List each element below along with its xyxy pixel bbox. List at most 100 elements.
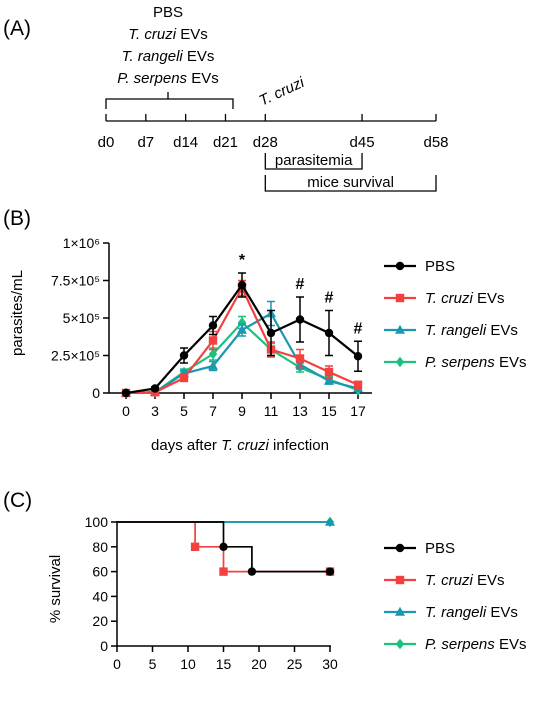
c-legend-p-serpens-evs-label: P. serpens EVs xyxy=(425,636,526,653)
b-series-pbs-point xyxy=(266,328,276,338)
c-legend-t-cruzi-evs-label-italic: T. cruzi xyxy=(425,572,473,589)
c-legend-t-cruzi-evs-label-rest: EVs xyxy=(473,572,505,589)
c-y-tick-label: 20 xyxy=(92,613,108,629)
b-x-tick-label: 11 xyxy=(264,403,279,419)
timeline-day-d58: d58 xyxy=(423,134,448,151)
c-series-pbs-event-marker xyxy=(325,567,335,576)
treatment-bracket xyxy=(105,98,234,109)
b-series-pbs-point xyxy=(237,280,247,290)
b-series-t-rangeli-evs-point xyxy=(208,360,218,370)
b-legend-t-cruzi-evs-label-rest: EVs xyxy=(473,290,505,307)
b-x-tick-label: 0 xyxy=(122,403,130,419)
treatment-label-p-serpens-italic: P. serpens xyxy=(117,70,187,87)
c-y-tick-label: 60 xyxy=(92,564,108,580)
b-legend-pbs-label: PBS xyxy=(425,258,455,275)
b-series-pbs-point xyxy=(324,328,334,338)
timeline-day-d0: d0 xyxy=(98,134,115,151)
b-x-axis-title-prefix: days after xyxy=(151,437,221,454)
c-x-tick-label: 20 xyxy=(251,656,267,672)
c-series-pbs-event-marker xyxy=(247,567,257,576)
timeline-day-d28: d28 xyxy=(253,134,278,151)
c-series-t-cruzi-evs-event-marker xyxy=(190,542,200,551)
b-legend-t-rangeli-evs-marker xyxy=(395,324,405,334)
b-legend-t-rangeli-evs-label-rest: EVs xyxy=(486,322,518,339)
b-series-t-rangeli-evs-point xyxy=(237,324,247,334)
period-label-parasitemia: parasitemia xyxy=(275,152,353,169)
timeline-day-d21: d21 xyxy=(213,134,238,151)
c-x-tick-label: 10 xyxy=(180,656,196,672)
c-legend-p-serpens-evs-label-italic: P. serpens xyxy=(425,636,495,653)
b-y-tick-label: 1×10⁶ xyxy=(63,235,100,251)
c-series-pbs-step-line xyxy=(117,521,330,573)
b-series-pbs-point xyxy=(121,388,131,398)
b-significance-marker: # xyxy=(296,276,305,293)
treatment-label-t-cruzi-suffix: EVs xyxy=(176,26,208,43)
c-legend-p-serpens-evs-label-rest: EVs xyxy=(495,636,527,653)
timeline-day-d14: d14 xyxy=(173,134,198,151)
c-legend-t-rangeli-evs-label-rest: EVs xyxy=(486,604,518,621)
treatment-label-t-cruzi-italic: T. cruzi xyxy=(128,26,176,43)
c-legend-t-cruzi-evs-label: T. cruzi EVs xyxy=(425,572,504,589)
c-x-tick-label: 5 xyxy=(149,656,157,672)
b-x-tick-label: 15 xyxy=(321,403,337,419)
b-y-tick-label: 0 xyxy=(92,385,100,401)
period-bracket-parasitemia xyxy=(264,153,363,170)
b-x-axis-title-italic: T. cruzi xyxy=(221,437,269,454)
c-series-t-rangeli-evs-event-marker xyxy=(325,516,335,526)
treatment-label-t-rangeli-suffix: EVs xyxy=(183,48,215,65)
c-legend-pbs-label: PBS xyxy=(425,540,455,557)
period-brackets: parasitemia mice survival xyxy=(264,152,437,192)
timeline-ticks: d0 d7 d14 d21 d28 d45 d58 xyxy=(98,114,449,151)
b-legend-pbs-marker xyxy=(395,261,405,271)
b-series-t-rangeli-evs-point xyxy=(324,375,334,385)
treatment-label-t-rangeli: T. rangeli EVs xyxy=(122,48,215,65)
b-x-axis-title-suffix: infection xyxy=(269,437,329,454)
period-bracket-mice-survival xyxy=(264,175,437,192)
b-series-pbs xyxy=(121,272,363,398)
b-legend-t-cruzi-evs-label: T. cruzi EVs xyxy=(425,290,504,307)
treatment-label-t-rangeli-italic: T. rangeli xyxy=(122,48,184,65)
b-series-t-cruzi-evs-point xyxy=(353,380,363,389)
c-series-pbs xyxy=(117,521,335,576)
parasitemia-chart: 0 2.5×10⁵ 5×10⁵ 7.5×10⁵ 1×10⁶ 0 3 5 7 9 11 13 15 17 * #… xyxy=(51,235,372,419)
treatment-label-p-serpens: P. serpens EVs xyxy=(117,70,218,87)
b-x-tick-label: 9 xyxy=(238,403,246,419)
survival-chart: 0 20 40 60 80 100 0 5 10 15 20 25 30 xyxy=(85,514,338,672)
panel-c-label: (C) xyxy=(3,489,32,512)
c-series-t-cruzi-evs-event-marker xyxy=(219,567,228,576)
b-y-tick-label: 5×10⁵ xyxy=(63,310,100,326)
b-legend-t-cruzi-evs-marker xyxy=(395,293,405,303)
b-y-axis-title: parasites/mL xyxy=(9,270,26,356)
b-legend-p-serpens-evs-label-rest: EVs xyxy=(495,354,527,371)
treatment-label-pbs: PBS xyxy=(153,4,183,21)
b-significance-marker: # xyxy=(354,320,363,337)
panel-a-label: (A) xyxy=(3,17,31,40)
c-x-tick-label: 30 xyxy=(322,656,338,672)
c-y-tick-label: 80 xyxy=(92,539,108,555)
b-significance-marker: * xyxy=(239,252,246,269)
b-series-p-serpens-evs-point xyxy=(237,317,247,328)
b-x-axis-title: days after T. cruzi infection xyxy=(151,437,329,454)
c-series-pbs-event-marker xyxy=(219,542,228,551)
b-x-tick-label: 13 xyxy=(292,403,308,419)
infection-label: T. cruzi xyxy=(257,74,308,110)
c-x-tick-label: 15 xyxy=(216,656,232,672)
c-legend-t-rangeli-evs-label-italic: T. rangeli xyxy=(425,604,487,621)
c-legend-t-rangeli-evs-marker xyxy=(395,606,405,616)
period-label-mice-survival: mice survival xyxy=(307,174,394,191)
c-y-axis-title: % survival xyxy=(47,555,64,623)
b-legend-p-serpens-evs-label-italic: P. serpens xyxy=(425,354,495,371)
timeline-day-d7: d7 xyxy=(137,134,154,151)
treatment-label-p-serpens-suffix: EVs xyxy=(187,70,219,87)
c-legend-t-rangeli-evs-label: T. rangeli EVs xyxy=(425,604,518,621)
b-legend-p-serpens-evs-marker xyxy=(395,356,405,368)
b-legend-t-rangeli-evs-label: T. rangeli EVs xyxy=(425,322,518,339)
c-y-tick-label: 40 xyxy=(92,588,108,604)
b-series-t-cruzi-evs-point xyxy=(208,336,218,345)
panel-b: (B) parasites/mL days after T. cruzi inf… xyxy=(3,207,526,454)
c-legend-p-serpens-evs-marker xyxy=(395,638,405,650)
